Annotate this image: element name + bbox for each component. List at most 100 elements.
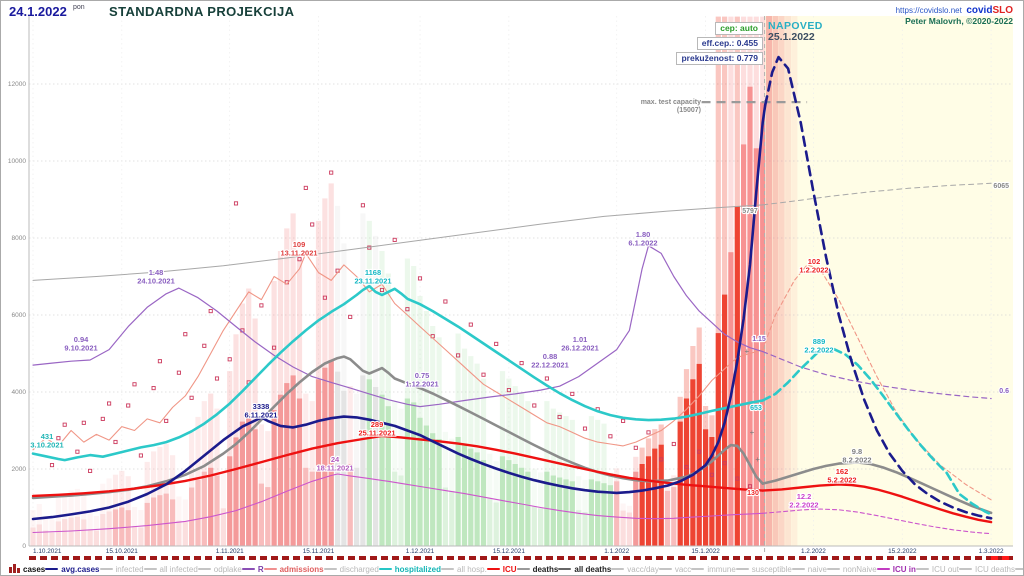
svg-text:3338: 3338: [253, 402, 270, 411]
series-line-icon: [876, 567, 890, 571]
svg-text:2.2.2022: 2.2.2022: [804, 346, 833, 355]
legend-item-deaths[interactable]: deaths: [516, 564, 559, 574]
svg-text:1.12.2021: 1.12.2021: [406, 548, 435, 555]
legend-item-naive[interactable]: naive: [791, 564, 827, 574]
svg-text:0: 0: [22, 543, 26, 550]
brand-slo: SLO: [992, 5, 1013, 16]
site-url-link[interactable]: https://covidslo.net: [895, 6, 962, 15]
svg-text:6065: 6065: [993, 183, 1009, 190]
series-line-icon: [1015, 567, 1023, 571]
series-line-icon: [658, 567, 672, 571]
legend-label-deaths: deaths: [532, 564, 559, 574]
legend-item-all-infected[interactable]: all infected: [143, 565, 198, 574]
legend-label-immune: immune: [707, 564, 736, 574]
series-line-icon: [99, 567, 113, 571]
cases-bars-icon: [9, 563, 20, 575]
svg-text:6.11.2021: 6.11.2021: [245, 411, 278, 420]
svg-text:5797: 5797: [742, 208, 758, 215]
svg-text:1.80: 1.80: [636, 230, 651, 239]
svg-text:0.75: 0.75: [415, 371, 430, 380]
svg-text:max. test capacity: max. test capacity: [641, 99, 701, 106]
legend-item-immune[interactable]: immune: [691, 564, 736, 574]
legend-label-vaccday: vacc/day: [627, 564, 659, 574]
legend-item-icu-deaths[interactable]: ICU deaths: [958, 565, 1015, 574]
legend-item-r[interactable]: R: [241, 565, 264, 574]
author-credit: Peter Malovrh, ©2020-2022: [905, 16, 1013, 26]
legend-item-icu-out[interactable]: ICU out: [915, 565, 959, 574]
series-r-forecast: [762, 351, 992, 400]
series-avg-cases-forecast: [763, 55, 993, 520]
current-date: 24.1.2022: [9, 4, 67, 19]
legend-item-avgcases[interactable]: avg.cases: [45, 564, 100, 574]
legend-label-icu: ICU: [502, 564, 517, 574]
forecast-region: [764, 16, 1013, 546]
svg-text:1.12.2021: 1.12.2021: [405, 380, 438, 389]
svg-text:162: 162: [836, 467, 849, 476]
svg-text:12.2: 12.2: [797, 492, 812, 501]
legend-item-susceptible[interactable]: susceptible: [735, 565, 792, 574]
legend-item-hospitalized[interactable]: hospitalized: [378, 565, 441, 574]
series-line-icon: [486, 567, 500, 571]
legend-item-all-deaths[interactable]: all deaths: [558, 565, 611, 574]
series-line-icon: [197, 567, 211, 571]
svg-text:8000: 8000: [12, 235, 27, 242]
svg-text:15.12.2021: 15.12.2021: [493, 548, 525, 555]
series-line-icon: [826, 567, 840, 571]
legend-label-icu-in: ICU in: [892, 564, 916, 574]
legend-label-all-hosp: all hosp.: [457, 564, 487, 574]
svg-text:3.10.2021: 3.10.2021: [30, 441, 63, 450]
svg-text:9.10.2021: 9.10.2021: [64, 344, 97, 353]
svg-text:431: 431: [41, 432, 54, 441]
legend-item-all-icu[interactable]: all ICU: [1015, 565, 1023, 574]
svg-text:(15007): (15007): [677, 107, 701, 114]
svg-text:0.94: 0.94: [74, 335, 89, 344]
series-line-icon: [735, 567, 749, 571]
svg-text:5.2.2022: 5.2.2022: [827, 476, 856, 485]
series-line-icon: [791, 567, 805, 571]
series-admissions-forecast: [762, 264, 992, 501]
series-icu-in-forecast: [762, 508, 992, 535]
series-line-icon: [558, 567, 572, 571]
series-line-icon: [263, 567, 277, 571]
legend-item-vacc[interactable]: vacc: [658, 565, 691, 574]
legend-label-odplake: odplake: [213, 564, 242, 574]
svg-text:1.48: 1.48: [149, 268, 164, 277]
series-all-deaths: [32, 204, 764, 281]
svg-text:24.10.2021: 24.10.2021: [137, 277, 175, 286]
forecast-date: 25.1.2022: [768, 31, 815, 43]
legend-item-cases[interactable]: cases: [9, 563, 45, 575]
svg-text:2.2.2022: 2.2.2022: [789, 501, 818, 510]
legend-label-all-deaths: all deaths: [574, 564, 612, 574]
svg-text:109: 109: [293, 240, 306, 249]
series-hospitalized: [31, 284, 765, 462]
legend-item-all-hosp[interactable]: all hosp.: [441, 565, 487, 574]
site-logo: covidSLO: [966, 5, 1013, 16]
svg-text:0.6: 0.6: [999, 388, 1009, 395]
series-line-icon: [691, 567, 705, 571]
svg-text:+: +: [755, 455, 760, 464]
legend-item-admissions[interactable]: admissions: [263, 565, 324, 574]
legend-item-icu[interactable]: ICU: [486, 564, 517, 574]
svg-text:26.12.2021: 26.12.2021: [561, 344, 599, 353]
legend-item-discharged[interactable]: discharged: [323, 565, 379, 574]
legend-item-infected[interactable]: infected: [99, 565, 144, 574]
svg-text:4000: 4000: [12, 389, 27, 396]
series-admissions: [32, 252, 764, 451]
legend-item-nonnaive[interactable]: nonNaive: [826, 565, 877, 574]
svg-text:6000: 6000: [12, 312, 27, 319]
svg-text:130: 130: [747, 490, 759, 497]
series-icu: [31, 434, 764, 498]
svg-text:8.2.2022: 8.2.2022: [842, 456, 871, 465]
svg-text:23.11.2021: 23.11.2021: [354, 277, 391, 286]
svg-text:102: 102: [808, 257, 821, 266]
svg-text:+: +: [750, 428, 755, 437]
legend-label-avgcases: avg.cases: [61, 564, 100, 574]
svg-text:889: 889: [813, 337, 826, 346]
legend-item-odplake[interactable]: odplake: [197, 564, 242, 574]
legend-item-vaccday[interactable]: vacc/day: [611, 565, 659, 574]
svg-text:1.2.2022: 1.2.2022: [801, 548, 826, 555]
legend-label-naive: naive: [807, 564, 827, 574]
series-icu-in: [32, 473, 764, 534]
legend-item-icu-in[interactable]: ICU in: [876, 564, 916, 574]
